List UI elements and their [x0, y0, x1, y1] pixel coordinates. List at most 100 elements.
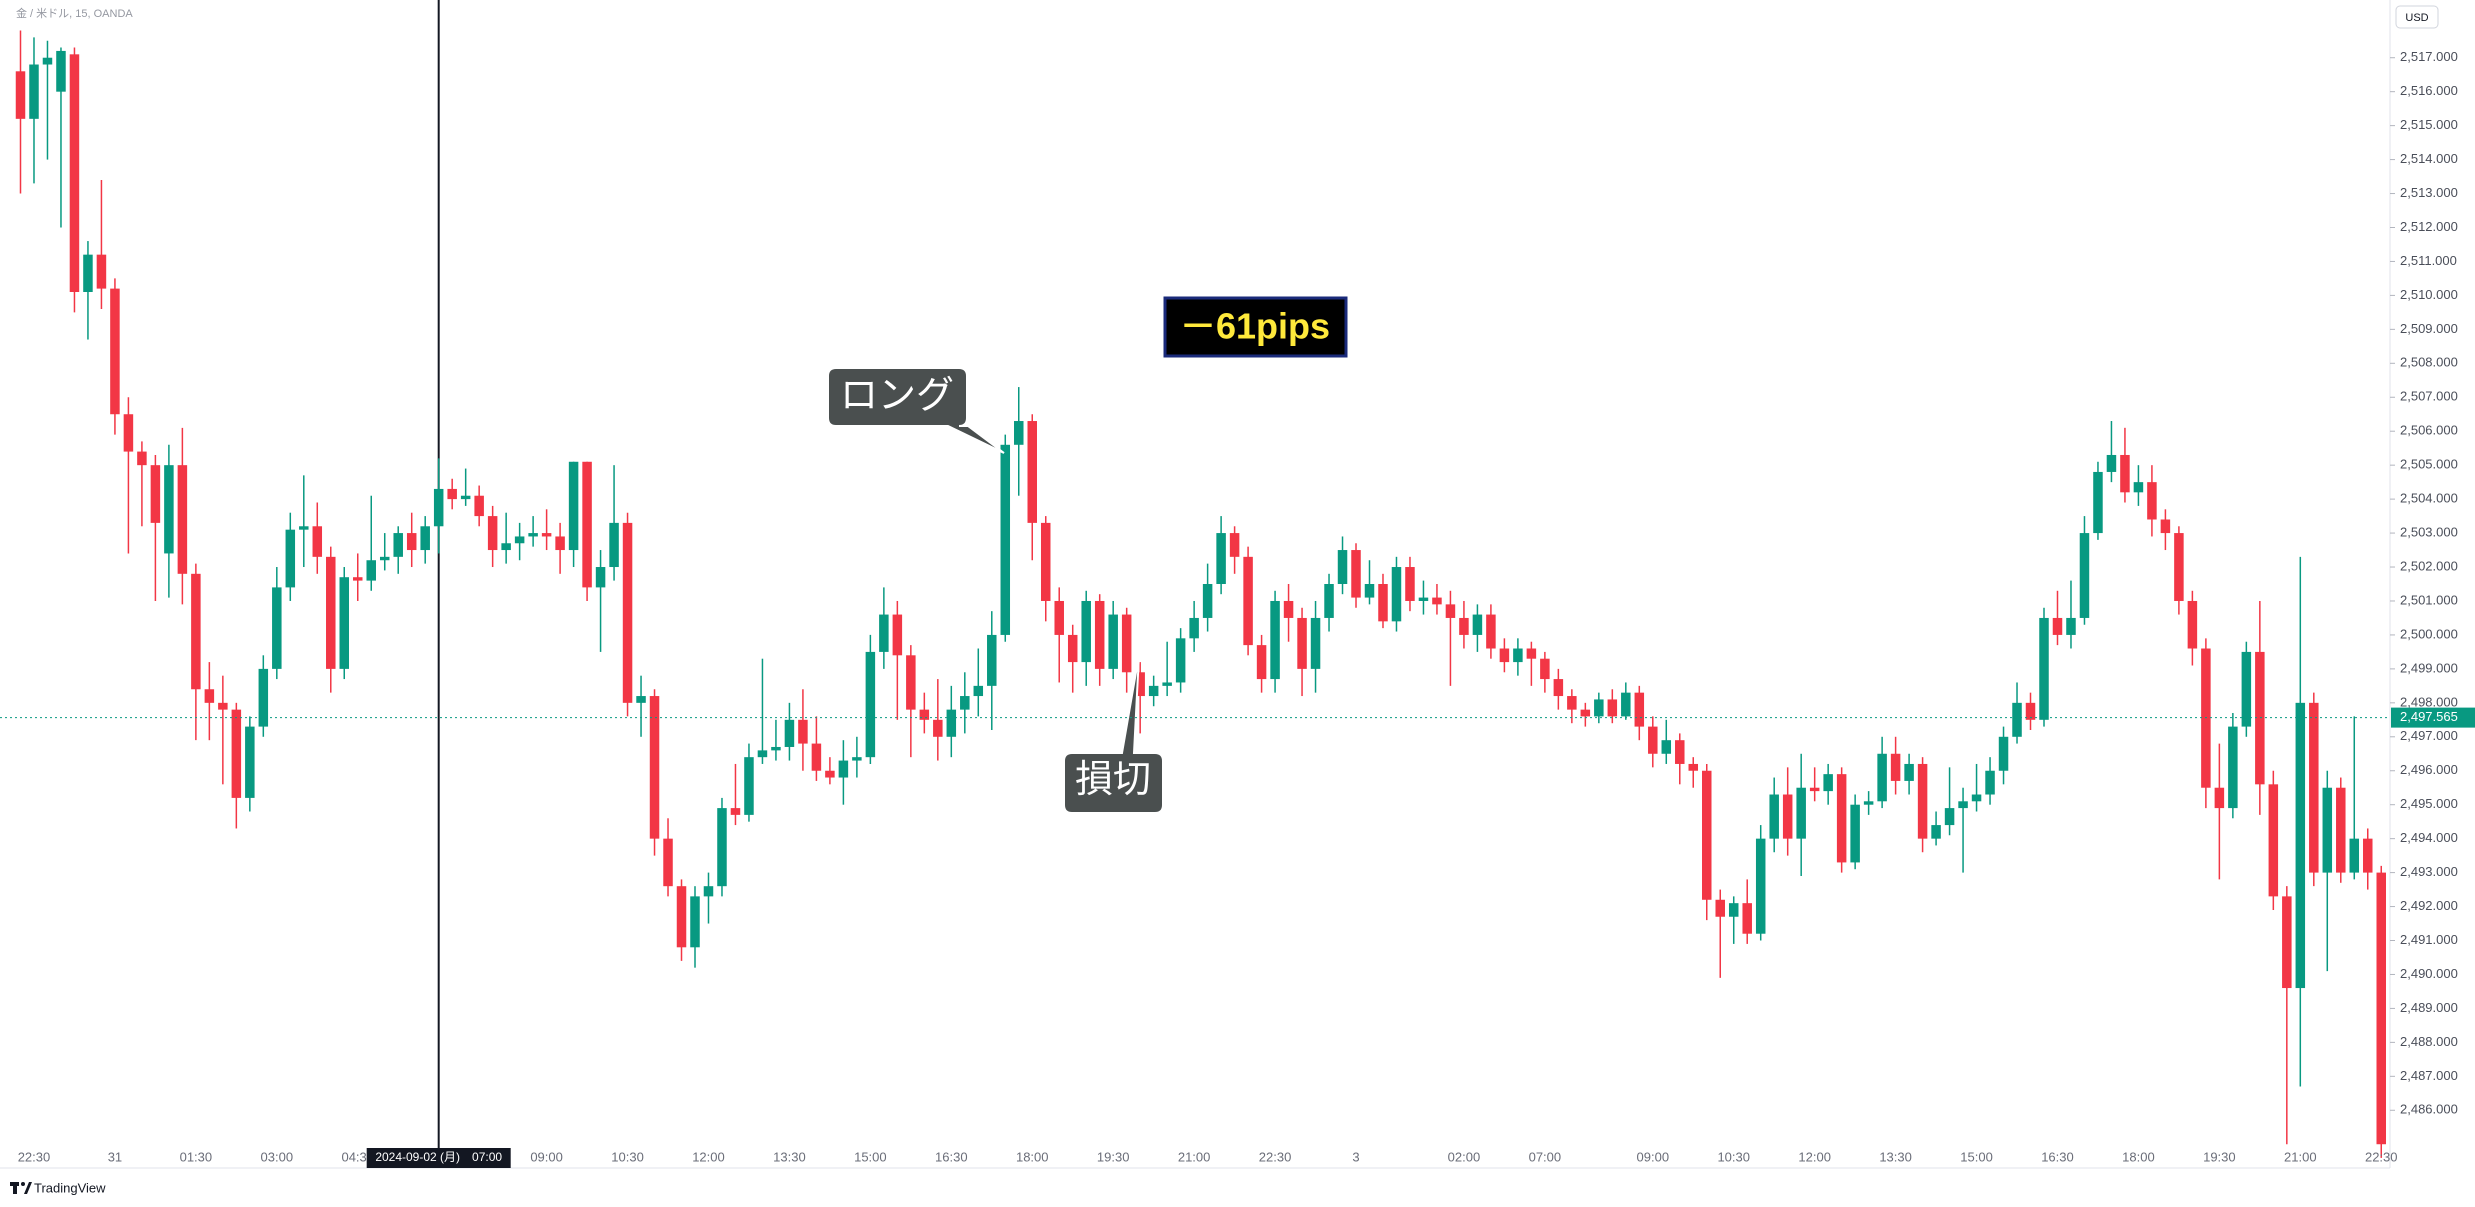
candle-body — [29, 64, 39, 119]
candle-body — [2376, 872, 2386, 1145]
candle-body — [1580, 709, 1591, 717]
candle-body — [353, 577, 363, 581]
candle-body — [2255, 651, 2265, 785]
result-text: －61pips — [1180, 306, 1330, 347]
candle-body — [1459, 617, 1469, 635]
candle-body — [1148, 685, 1159, 697]
candle-body — [1944, 808, 1955, 826]
x-tick-label: 16:30 — [935, 1149, 968, 1164]
crosshair-label-bg — [366, 1148, 511, 1168]
candle-body — [2174, 533, 2184, 601]
y-tick-label: 2,488.000 — [2400, 1034, 2458, 1049]
x-tick-label: 13:30 — [773, 1149, 806, 1164]
y-tick-label: 2,509.000 — [2400, 321, 2458, 336]
candle-body — [164, 465, 174, 554]
y-tick-label: 2,514.000 — [2400, 151, 2458, 166]
x-tick-label: 03:00 — [261, 1149, 294, 1164]
candle-body — [1634, 692, 1645, 727]
y-tick-label: 2,513.000 — [2400, 185, 2458, 200]
candle-body — [137, 451, 147, 466]
candle-body — [1931, 825, 1941, 839]
candle-body — [2147, 482, 2157, 520]
candle-body — [1863, 801, 1874, 805]
candle-body — [1877, 753, 1887, 802]
candle-body — [730, 808, 741, 815]
y-tick-label: 2,506.000 — [2400, 423, 2458, 438]
candle-body — [447, 488, 457, 500]
candle-body — [379, 556, 390, 561]
candle-body — [933, 719, 943, 737]
x-tick-label: 18:00 — [1016, 1149, 1049, 1164]
stop-label: 損切 — [1075, 759, 1151, 801]
candles — [15, 0, 2386, 1168]
candle-body — [906, 655, 916, 710]
y-tick-label: 2,502.000 — [2400, 558, 2458, 573]
candle-body — [987, 634, 997, 686]
candle-body — [1054, 600, 1064, 635]
y-tick-label: 2,493.000 — [2400, 864, 2458, 879]
candle-body — [528, 533, 538, 537]
y-tick-label: 2,501.000 — [2400, 592, 2458, 607]
candle-body — [1081, 600, 1091, 663]
currency[interactable]: USD — [2405, 12, 2428, 24]
candle-body — [1162, 682, 1172, 686]
candle-body — [2228, 726, 2238, 809]
candle-body — [1661, 740, 1672, 754]
x-tick-label: 02:00 — [1448, 1149, 1481, 1164]
candle-body — [1175, 638, 1186, 683]
candle-body — [2201, 648, 2211, 788]
candle-body — [2133, 482, 2144, 493]
candle-body — [366, 560, 376, 581]
candle-body — [1432, 597, 1442, 605]
candle-body — [825, 770, 835, 778]
candle-body — [676, 886, 687, 948]
candle-body — [406, 533, 417, 551]
candle-body — [2012, 702, 2022, 737]
x-tick-label: 13:30 — [1879, 1149, 1912, 1164]
candle-body — [1526, 648, 1537, 659]
candle-body — [1499, 648, 1510, 663]
candle-body — [1351, 550, 1361, 598]
candle-body — [2322, 787, 2333, 873]
y-tick-label: 2,489.000 — [2400, 1000, 2458, 1015]
candle-body — [501, 543, 511, 551]
candle-body — [568, 461, 579, 551]
y-tick-label: 2,495.000 — [2400, 796, 2458, 811]
y-tick-label: 2,505.000 — [2400, 457, 2458, 472]
long-label: ロング — [840, 375, 954, 417]
candle-body — [1648, 726, 1658, 754]
candle-body — [123, 414, 134, 452]
candle-body — [1418, 597, 1429, 601]
y-tick-label: 2,491.000 — [2400, 932, 2458, 947]
candle-body — [555, 536, 565, 551]
candle-body — [1715, 899, 1725, 917]
candle-body — [150, 465, 161, 523]
candle-body — [56, 50, 66, 92]
candle-body — [1337, 550, 1348, 584]
currency-button[interactable] — [2395, 5, 2439, 29]
y-tick-label: 2,512.000 — [2400, 219, 2458, 234]
candle-body — [919, 709, 930, 720]
candle-body — [1836, 774, 1847, 863]
candle-body — [393, 533, 403, 557]
candle-body — [798, 719, 808, 744]
y-tick-label: 2,507.000 — [2400, 389, 2458, 404]
y-tick-label: 2,490.000 — [2400, 966, 2458, 981]
x-tick-label: 22:30 — [1259, 1149, 1292, 1164]
candle-body — [2295, 702, 2306, 989]
candle-body — [326, 556, 336, 669]
candle-body — [1121, 614, 1132, 673]
candle-body — [2268, 784, 2279, 897]
candle-body — [622, 522, 633, 703]
result-box — [1163, 296, 1348, 358]
y-tick-label: 2,496.000 — [2400, 762, 2458, 777]
x-tick-label: 15:00 — [854, 1149, 887, 1164]
candle-body — [15, 71, 26, 119]
candle-body — [191, 573, 201, 690]
candle-body — [2093, 471, 2103, 534]
candle-body — [1472, 614, 1483, 635]
candle-body — [42, 57, 53, 65]
candle-body — [879, 614, 889, 652]
candle-body — [1567, 696, 1577, 710]
y-tick-label: 2,487.000 — [2400, 1068, 2458, 1083]
